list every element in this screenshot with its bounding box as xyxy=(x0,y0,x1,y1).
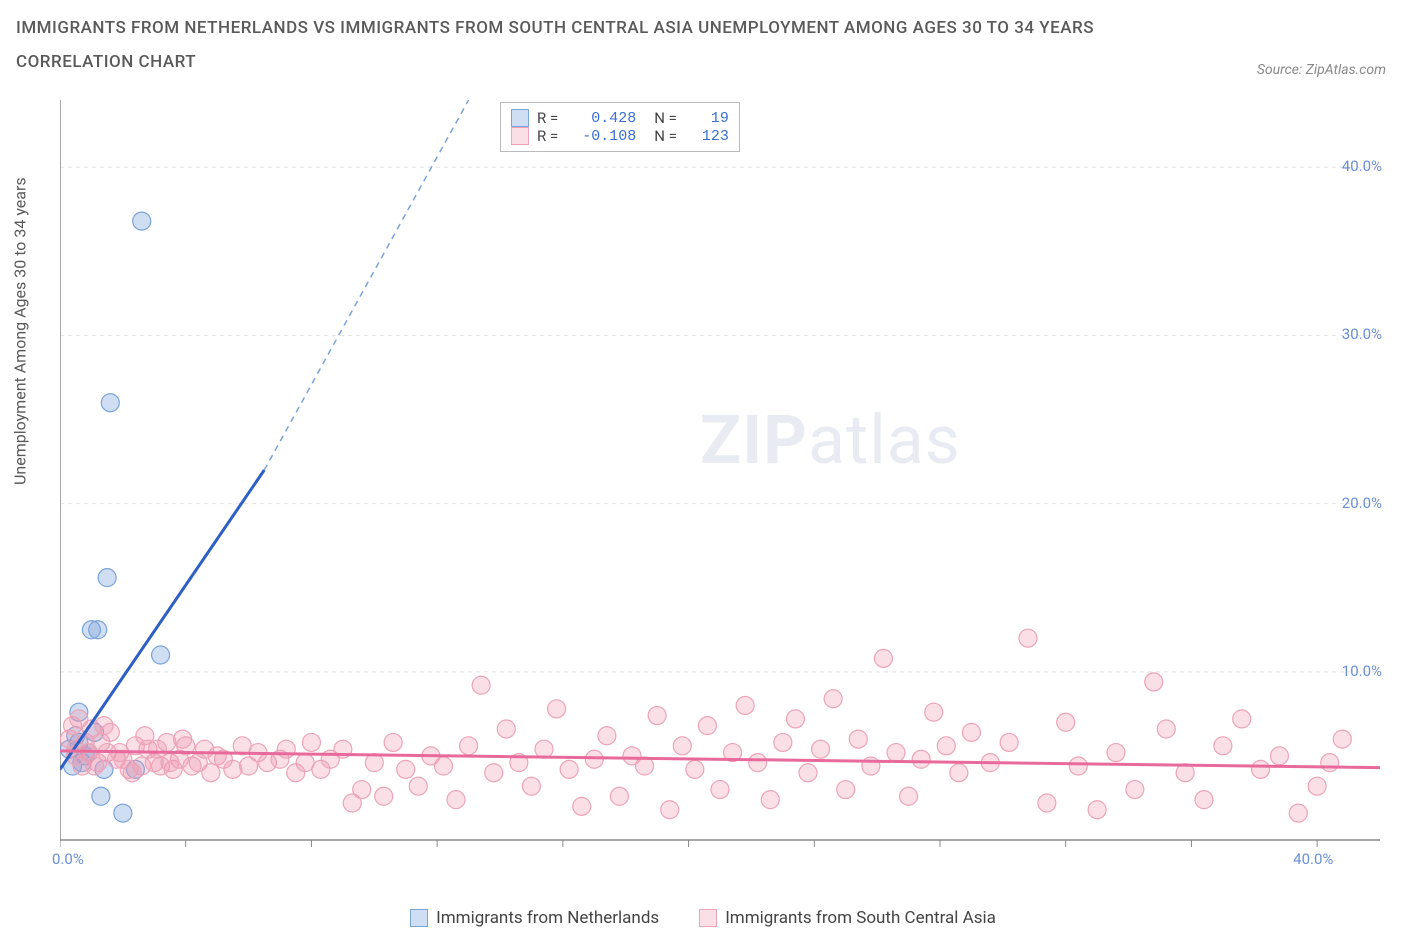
chart-container: { "title_line1": "IMMIGRANTS FROM NETHER… xyxy=(0,0,1406,930)
legend-swatch-sca xyxy=(511,127,529,145)
bottom-label-netherlands: Immigrants from Netherlands xyxy=(436,908,659,928)
legend-r-val-sca: -0.108 xyxy=(566,128,636,145)
correlation-legend-box: R = 0.428 N = 19 R = -0.108 N = 123 xyxy=(500,102,740,152)
bottom-swatch-netherlands xyxy=(410,909,428,927)
y-tick-label: 10.0% xyxy=(1342,662,1382,680)
legend-r-label: R = xyxy=(537,109,558,127)
y-tick-label: 30.0% xyxy=(1342,325,1382,343)
bottom-label-sca: Immigrants from South Central Asia xyxy=(725,908,996,928)
bottom-legend-sca: Immigrants from South Central Asia xyxy=(699,908,996,928)
legend-row-sca: R = -0.108 N = 123 xyxy=(511,127,729,145)
y-tick-label: 20.0% xyxy=(1342,494,1382,512)
chart-title-line2: CORRELATION CHART xyxy=(16,52,1386,72)
legend-n-label-2: N = xyxy=(654,127,677,145)
x-tick-label: 40.0% xyxy=(1293,850,1333,868)
legend-n-label: N = xyxy=(654,109,677,127)
legend-swatch-netherlands xyxy=(511,109,529,127)
legend-r-label-2: R = xyxy=(537,127,558,145)
y-axis-label: Unemployment Among Ages 30 to 34 years xyxy=(11,177,30,485)
source-attribution: Source: ZipAtlas.com xyxy=(1257,62,1386,78)
legend-row-netherlands: R = 0.428 N = 19 xyxy=(511,109,729,127)
bottom-swatch-sca xyxy=(699,909,717,927)
plot-area: ZIPatlas R = 0.428 N = 19 R = -0.108 N =… xyxy=(60,100,1380,870)
legend-r-val-netherlands: 0.428 xyxy=(566,110,636,127)
bottom-legend: Immigrants from Netherlands Immigrants f… xyxy=(0,908,1406,928)
bottom-legend-netherlands: Immigrants from Netherlands xyxy=(410,908,659,928)
chart-title-line1: IMMIGRANTS FROM NETHERLANDS VS IMMIGRANT… xyxy=(16,18,1386,38)
title-block: IMMIGRANTS FROM NETHERLANDS VS IMMIGRANT… xyxy=(16,18,1386,86)
legend-n-val-sca: 123 xyxy=(685,128,729,145)
y-tick-label: 40.0% xyxy=(1342,157,1382,175)
scatter-plot-svg xyxy=(60,100,1380,870)
legend-n-val-netherlands: 19 xyxy=(685,110,729,127)
x-tick-label: 0.0% xyxy=(52,850,84,868)
